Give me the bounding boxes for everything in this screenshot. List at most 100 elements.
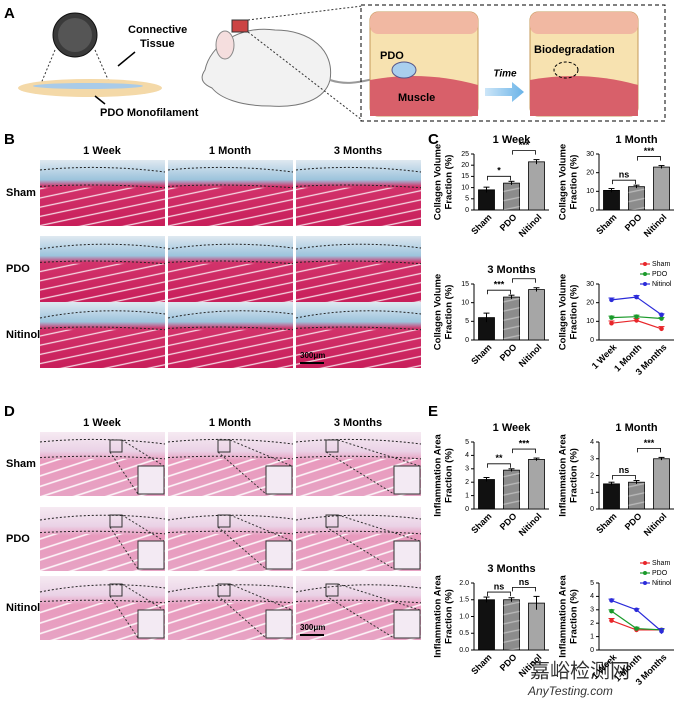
panel-letter: C	[428, 131, 439, 148]
zoom-inset	[265, 609, 293, 639]
micrograph-texture	[168, 263, 293, 302]
micrograph-texture	[168, 329, 293, 368]
y-tick-label: 0	[590, 337, 594, 344]
y-tick-label: 5	[465, 318, 469, 325]
bar	[478, 479, 495, 510]
series-marker	[609, 320, 614, 326]
x-tick-label: Nitinol	[517, 212, 544, 239]
x-tick-label: Sham	[594, 212, 618, 236]
bar-hatch	[628, 482, 645, 509]
legend-label: Sham	[652, 261, 670, 268]
legend-marker	[643, 262, 647, 266]
label: Connective	[128, 24, 187, 36]
y-tick-label: 1.5	[459, 597, 469, 604]
column-label: 1 Month	[209, 417, 251, 429]
x-tick-label: PDO	[623, 511, 644, 532]
tissue-border	[295, 514, 422, 535]
significance-label: *	[522, 268, 526, 278]
x-tick-label: Sham	[469, 511, 493, 535]
time-arrow	[485, 82, 524, 102]
x-tick-label: Sham	[469, 212, 493, 236]
filament	[33, 83, 143, 89]
significance-bracket	[512, 587, 536, 592]
roi-box	[109, 583, 123, 597]
series-marker	[634, 607, 639, 613]
row-label: PDO	[6, 533, 30, 545]
tissue-border	[39, 584, 166, 604]
implant-site	[231, 19, 249, 33]
series-marker	[609, 598, 614, 603]
y-axis-label: Fraction (%)	[444, 448, 455, 503]
significance-label: ***	[519, 140, 530, 150]
column-label: 3 Months	[334, 145, 382, 157]
tissue-border	[167, 166, 294, 189]
y-axis-label: Fraction (%)	[569, 589, 580, 644]
bar	[528, 161, 545, 211]
roi-box	[109, 439, 123, 453]
tissue-border	[39, 438, 166, 460]
mouse	[201, 28, 332, 107]
zoom-inset	[137, 540, 165, 570]
tissue-border	[39, 514, 166, 535]
column-label: 1 Week	[83, 417, 122, 429]
zoom-line	[247, 5, 363, 121]
micrograph-texture	[40, 263, 165, 302]
y-tick-label: 5	[465, 439, 469, 446]
y-tick-label: 1.0	[459, 613, 469, 620]
zoom-inset	[265, 540, 293, 570]
zoom-line	[217, 514, 293, 570]
panel-letter: A	[4, 5, 15, 22]
mouse-ear	[215, 30, 235, 60]
y-axis-label: Fraction (%)	[444, 155, 455, 210]
legend-marker	[643, 561, 647, 565]
series-marker	[634, 318, 639, 323]
micrograph-texture	[296, 329, 421, 368]
y-tick-label: 15	[461, 281, 469, 288]
y-axis-label: Fraction (%)	[569, 155, 580, 210]
y-tick-label: 10	[461, 300, 469, 307]
series-marker	[659, 326, 664, 332]
series-marker	[659, 316, 664, 321]
bar	[603, 189, 620, 211]
roi-box	[109, 514, 123, 528]
significance-bracket	[487, 463, 511, 468]
tissue-border	[39, 166, 166, 189]
bar	[603, 483, 620, 510]
roi-box	[325, 514, 339, 528]
tissue-border	[295, 438, 422, 460]
y-axis-label: Collagen Volume	[558, 274, 569, 350]
micrograph-texture	[40, 187, 165, 226]
y-axis-label: Collagen Volume	[433, 274, 444, 350]
y-tick-label: 25	[461, 151, 469, 158]
series-marker	[634, 294, 639, 300]
arrow	[117, 51, 136, 67]
cross-section-after	[529, 11, 639, 117]
roi-box	[217, 439, 231, 453]
chart-title: 3 Months	[487, 264, 535, 276]
significance-bracket	[512, 448, 536, 454]
chart-title: 1 Week	[493, 134, 532, 146]
y-axis-label: Inflammation Area	[558, 575, 569, 658]
tissue-border	[295, 584, 422, 604]
series-marker	[634, 314, 639, 319]
y-tick-label: 4	[590, 593, 594, 600]
significance-label: ***	[644, 438, 655, 448]
y-tick-label: 5	[465, 196, 469, 203]
x-tick-label: Sham	[594, 511, 618, 535]
y-tick-label: 0.5	[459, 630, 469, 637]
micrograph-texture	[168, 187, 293, 226]
tissue-border	[167, 310, 294, 331]
micrograph-texture	[40, 329, 165, 368]
zoom-inset	[137, 465, 165, 495]
y-tick-label: 30	[586, 151, 594, 158]
tissue-border	[295, 310, 422, 331]
label: Biodegradation	[534, 44, 615, 56]
y-tick-label: 0	[465, 207, 469, 214]
y-tick-label: 20	[586, 170, 594, 177]
zoom-line	[109, 583, 165, 639]
bar-hatch	[503, 470, 520, 509]
y-tick-label: 4	[465, 452, 469, 459]
label: PDO	[380, 50, 404, 62]
zoom-line	[325, 583, 421, 639]
y-tick-label: 5	[590, 580, 594, 587]
